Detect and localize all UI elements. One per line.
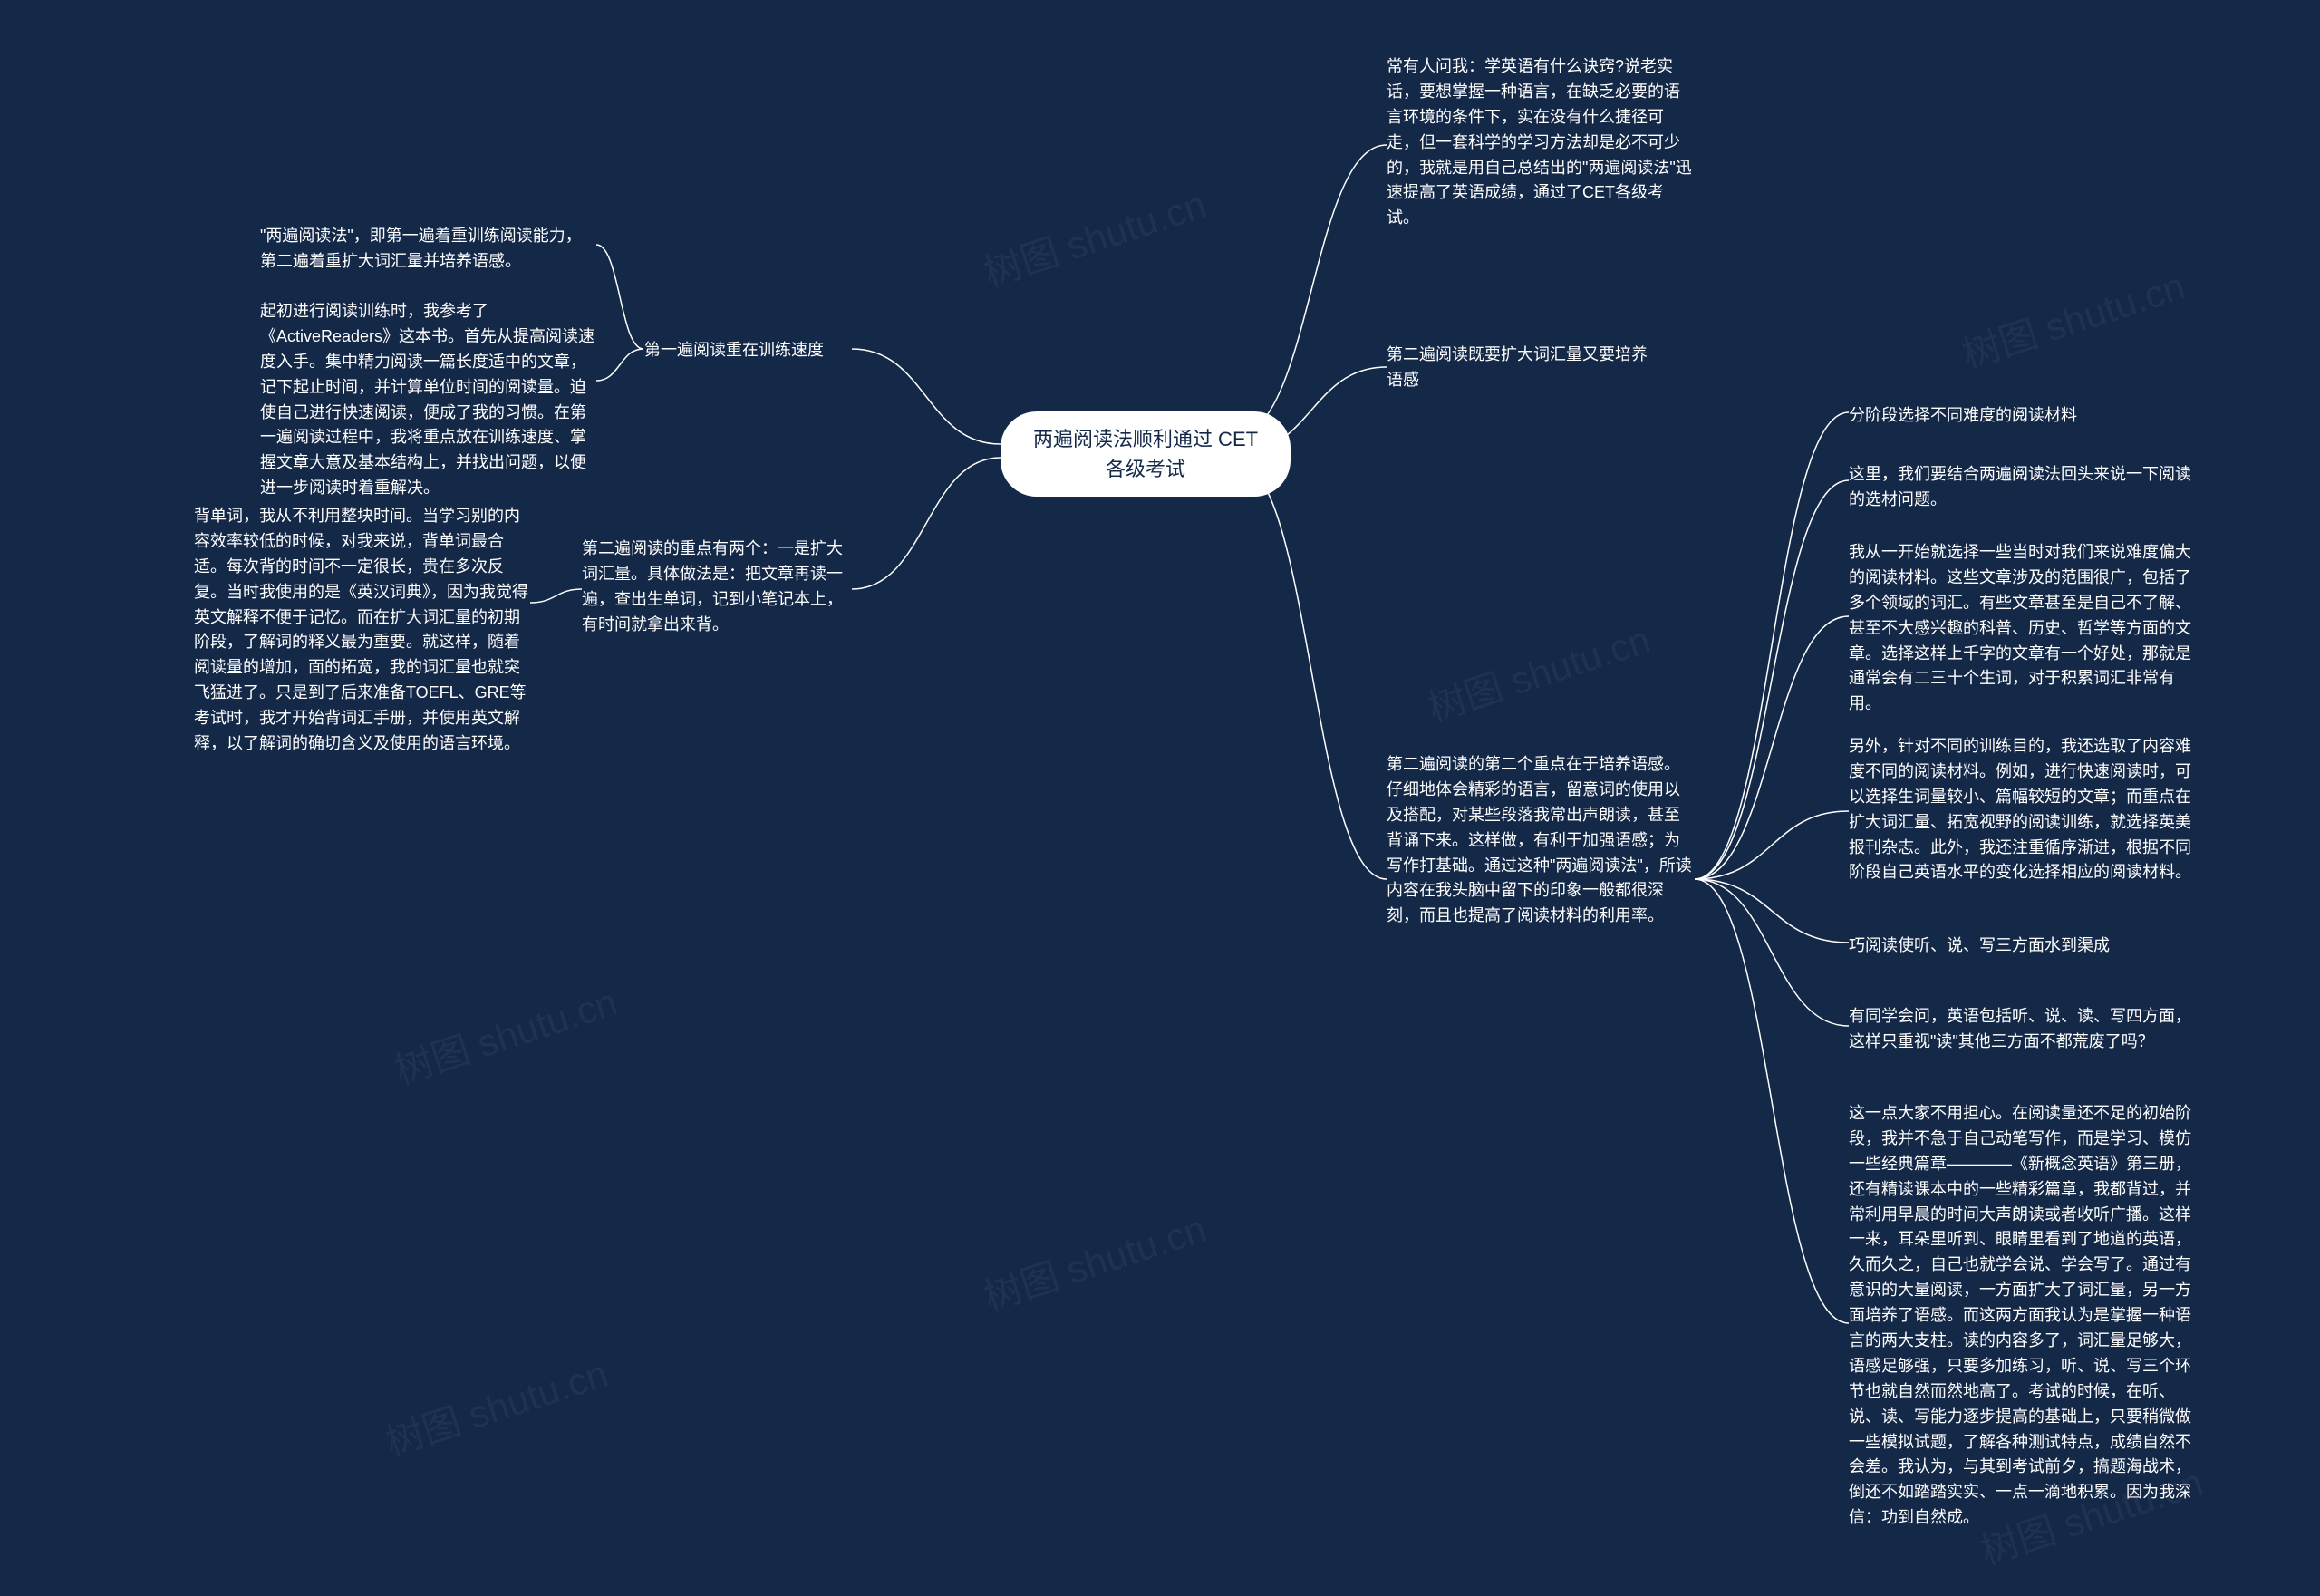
edge — [1236, 145, 1387, 435]
edge — [1695, 412, 1849, 879]
edge — [596, 349, 643, 381]
edge — [1236, 462, 1387, 879]
edge — [852, 458, 1000, 589]
edge — [1695, 879, 1849, 1026]
node-r3: 我从一开始就选择一些当时对我们来说难度偏大的阅读材料。这些文章涉及的范围很广，包… — [1849, 540, 2193, 717]
edge — [1695, 879, 1849, 1323]
node-second-sub: 背单词，我从不利用整块时间。当学习别的内容效率较低的时候，对我来说，背单词最合适… — [194, 504, 529, 757]
mindmap-root: 两遍阅读法顺利通过 CET各级考试 — [1000, 411, 1290, 497]
edge — [1695, 879, 1849, 943]
node-r4: 另外，针对不同的训练目的，我还选取了内容难度不同的阅读材料。例如，进行快速阅读时… — [1849, 734, 2193, 885]
edge — [852, 349, 1000, 444]
node-r7: 这一点大家不用担心。在阅读量还不足的初始阶段，我并不急于自己动笔写作，而是学习、… — [1849, 1101, 2202, 1531]
node-r6: 有同学会问，英语包括听、说、读、写四方面，这样只重视"读"其他三方面不都荒废了吗… — [1849, 1004, 2193, 1055]
edge — [596, 245, 643, 349]
node-second-read-title: 第二遍阅读既要扩大词汇量又要培养语感 — [1387, 343, 1658, 393]
node-first-sub1: "两遍阅读法"，即第一遍着重训练阅读能力，第二遍着重扩大词汇量并培养语感。 — [260, 224, 595, 275]
edge — [1695, 616, 1849, 879]
edge — [1695, 480, 1849, 879]
node-r1: 分阶段选择不同难度的阅读材料 — [1849, 403, 2139, 429]
edge — [1695, 811, 1849, 879]
node-second-point2: 第二遍阅读的第二个重点在于培养语感。仔细地体会精彩的语言，留意词的使用以及搭配，… — [1387, 752, 1695, 929]
edge — [530, 589, 582, 603]
node-first-read-title: 第一遍阅读重在训练速度 — [644, 338, 853, 363]
node-r2: 这里，我们要结合两遍阅读法回头来说一下阅读的选材问题。 — [1849, 462, 2193, 513]
node-second-point1: 第二遍阅读的重点有两个：一是扩大词汇量。具体做法是：把文章再读一遍，查出生单词，… — [582, 537, 854, 638]
node-intro: 常有人问我：学英语有什么诀窍?说老实话，要想掌握一种语言，在缺乏必要的语言环境的… — [1387, 54, 1695, 231]
node-first-sub2: 起初进行阅读训练时，我参考了《ActiveReaders》这本书。首先从提高阅读… — [260, 299, 595, 501]
node-r5: 巧阅读使听、说、写三方面水到渠成 — [1849, 933, 2157, 959]
